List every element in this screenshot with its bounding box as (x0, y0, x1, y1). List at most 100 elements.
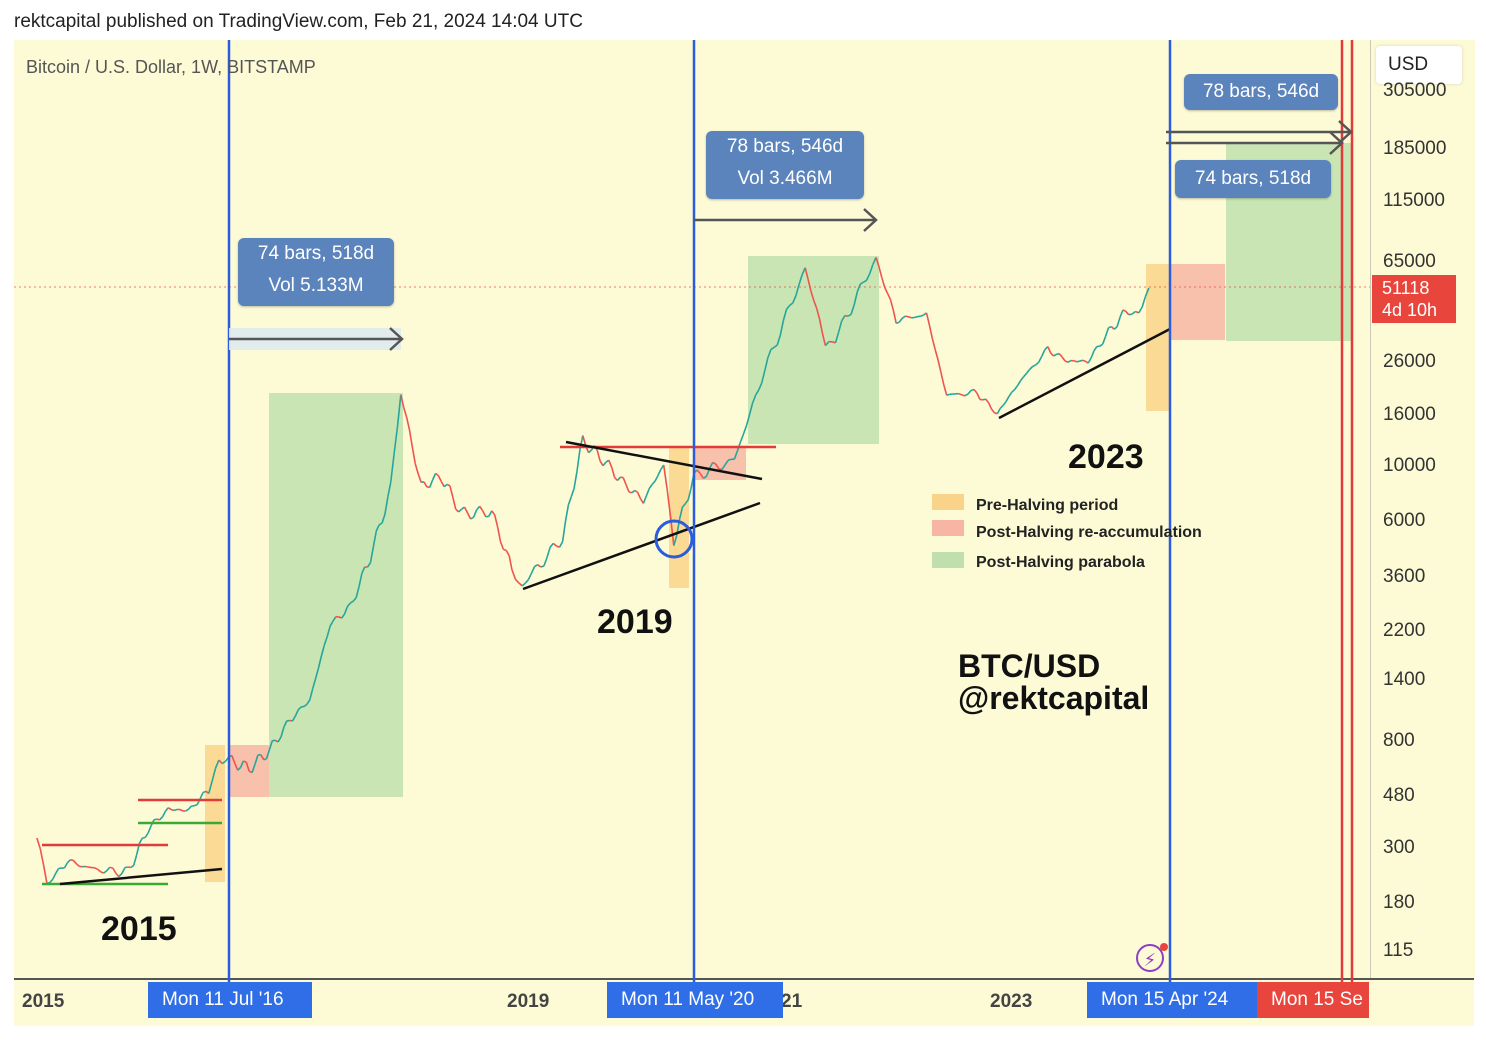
price-segment (745, 414, 751, 426)
price-segment (352, 597, 357, 602)
price-segment (1064, 360, 1069, 363)
measure-callout[interactable]: 78 bars, 546d Vol 3.466M (706, 131, 864, 199)
price-segment (314, 667, 320, 679)
publish-note: rektcapital published on TradingView.com… (14, 11, 583, 32)
halving-date-label: Mon 11 May '20 (607, 982, 783, 1018)
price-segment (546, 547, 551, 558)
price-segment (375, 524, 380, 532)
price-segment (493, 514, 499, 527)
price-segment (211, 768, 217, 782)
price-segment (1135, 310, 1140, 314)
price-segment (109, 866, 113, 869)
price-segment (625, 484, 630, 493)
price-segment (727, 458, 732, 462)
measure-callout[interactable]: 74 bars, 518d (1175, 160, 1331, 198)
price-segment (982, 398, 986, 401)
price-segment (118, 873, 123, 878)
price-segment (455, 508, 460, 513)
price-segment (499, 541, 505, 550)
price-segment (426, 486, 430, 489)
price-segment (527, 572, 533, 581)
price-segment (332, 616, 337, 622)
price-segment (564, 504, 570, 522)
price-segment (684, 499, 689, 505)
price-segment (1022, 372, 1028, 378)
chart-plot-area[interactable] (14, 40, 1370, 978)
price-segment (645, 488, 650, 497)
price-segment (739, 433, 745, 443)
price-segment (696, 469, 701, 475)
price-segment (369, 546, 375, 563)
price-segment (785, 305, 791, 310)
measure-callout[interactable]: 74 bars, 518d Vol 5.133M (238, 238, 394, 306)
price-segment (291, 715, 297, 722)
price-segment (402, 407, 408, 418)
price-segment (521, 582, 526, 587)
price-segment (1019, 376, 1025, 382)
price-segment (378, 522, 383, 526)
price-segment (558, 541, 564, 548)
price-segment (42, 865, 48, 884)
price-segment (770, 346, 775, 350)
price-segment (106, 866, 111, 872)
price-segment (1058, 353, 1063, 358)
price-segment (254, 754, 259, 765)
currency-selector[interactable]: USD (1376, 46, 1462, 84)
measure-callout[interactable]: 78 bars, 546d (1184, 74, 1338, 110)
price-segment (170, 808, 175, 812)
y-tick-label: 115000 (1383, 190, 1445, 211)
price-segment (159, 816, 164, 821)
price-segment (188, 805, 193, 810)
price-segment (1113, 326, 1118, 330)
price-segment (508, 555, 513, 571)
y-tick-label: 1400 (1383, 669, 1426, 690)
price-segment (349, 600, 354, 604)
price-segment (39, 848, 45, 866)
price-segment (63, 862, 68, 869)
price-segment (94, 867, 98, 871)
price-segment (231, 755, 236, 764)
price-segment (742, 425, 748, 435)
price-segment (570, 488, 575, 498)
price-segment (452, 496, 457, 510)
price-segment (411, 447, 417, 464)
price-segment (934, 349, 939, 361)
price-segment (470, 516, 475, 520)
halving-date-label: Mon 11 Jul '16 (148, 982, 312, 1018)
price-segment (764, 357, 769, 371)
x-tick-label: 2019 (507, 991, 550, 1012)
y-tick-label: 65000 (1383, 251, 1436, 272)
price-segment (860, 281, 864, 285)
price-segment (488, 510, 493, 517)
price-segment (767, 349, 772, 358)
price-segment (702, 475, 707, 479)
price-segment (435, 472, 439, 477)
price-segment (642, 495, 648, 504)
price-segment (303, 703, 308, 708)
lightning-icon[interactable]: ⚡ (1136, 944, 1164, 972)
price-segment (1029, 365, 1034, 371)
price-segment (55, 868, 60, 874)
price-segment (309, 688, 314, 700)
y-tick-label: 180 (1383, 892, 1415, 913)
price-segment (306, 699, 311, 705)
watermark-author: @rektcapital (958, 680, 1150, 716)
price-segment (1125, 310, 1130, 316)
price-segment (798, 274, 803, 285)
price-segment (193, 803, 198, 807)
price-segment (268, 740, 274, 750)
measure-bars: 74 bars, 518d (257, 243, 375, 264)
price-segment (889, 299, 895, 311)
price-segment (537, 564, 542, 568)
price-segment (320, 645, 326, 657)
price-segment (1076, 360, 1080, 363)
price-axis[interactable] (1370, 40, 1475, 978)
price-segment (366, 562, 372, 568)
price-segment (414, 463, 419, 475)
price-segment (883, 286, 889, 294)
price-segment (491, 510, 496, 516)
price-segment (144, 832, 149, 838)
price-segment (199, 792, 204, 800)
price-segment (1108, 325, 1112, 329)
price-segment (687, 488, 692, 501)
